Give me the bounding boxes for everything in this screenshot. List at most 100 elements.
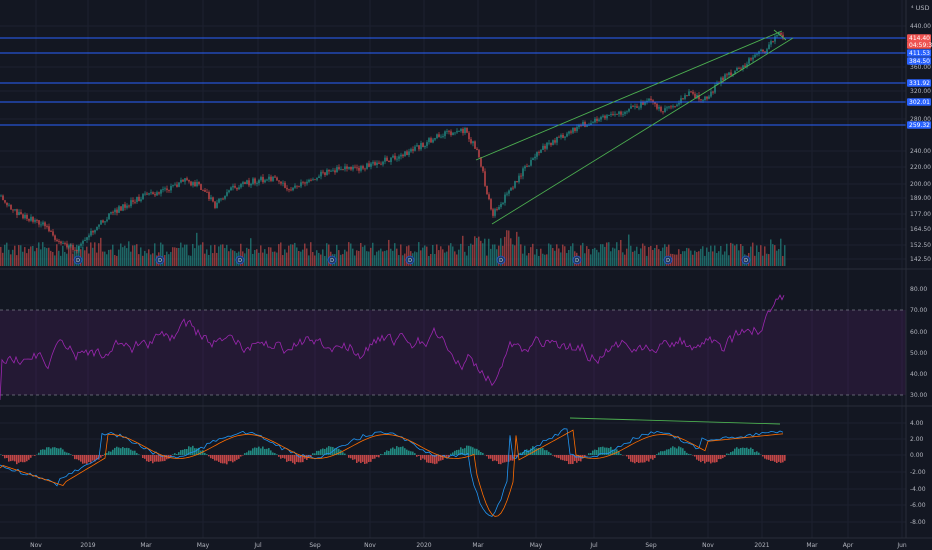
channel-upper-line[interactable] [475,30,783,161]
candle-body [352,166,354,170]
volume-bar [88,253,90,266]
candle-body [46,226,48,227]
price-tag-label: 414.40 [909,35,930,42]
candle-body [348,166,350,169]
volume-bar [214,244,216,266]
candle-body [766,49,768,53]
candle-body [720,77,722,84]
dividend-marker[interactable]: D [496,255,506,265]
dividend-marker[interactable]: D [73,255,83,265]
rsi-pane[interactable] [0,294,906,401]
volume-bar [492,244,494,266]
candle-body [270,176,272,181]
macd-histogram-bar [676,448,678,455]
macd-trend-line[interactable] [569,417,781,425]
dividend-marker[interactable]: D [235,255,245,265]
rising-wedge-channel[interactable] [475,29,794,225]
volume-bar [728,255,730,266]
dividend-marker[interactable]: D [405,255,415,265]
price-axis-tick-label: 220.00 [910,164,931,171]
macd-histogram-bar [526,449,528,455]
volume-bar [506,230,508,266]
time-axis-label: May [197,542,210,549]
rsi-axis[interactable]: 80.00 70.00 60.00 50.00 40.00 30.00 [910,286,927,399]
volume-bar [634,250,636,266]
candle-body [622,113,624,115]
candle-body [592,122,594,124]
macd-histogram-bar [380,453,382,455]
candle-body [70,245,72,246]
macd-histogram-bar [362,455,364,462]
volume-bar [346,251,348,266]
macd-histogram-bar [372,455,374,459]
dividend-marker[interactable]: D [327,255,337,265]
dividend-marker[interactable]: D [155,255,165,265]
volume-bar [512,244,514,266]
volume-bar [396,248,398,266]
candle-body [522,168,524,177]
candle-body [244,182,246,185]
candle-body [770,41,772,45]
time-axis[interactable]: Nov 2019 Mar May Jul Sep Nov 2020 Mar May Jul Sep No… [30,542,907,549]
macd-axis[interactable]: 4.00 2.00 0.00 -2.00 -4.00 -6.00 -8.00 [910,420,926,526]
macd-histogram-bar [612,449,614,455]
macd-histogram-bar [530,448,532,455]
price-axis[interactable]: 440.00 360.00 320.00 280.00 240.00 220.00 200.… [910,23,931,263]
macd-histogram-bar [390,448,392,455]
candle-body [134,201,136,203]
price-tag-label: 302.01 [909,99,930,106]
candle-body [560,134,562,138]
macd-histogram-bar [358,455,360,462]
price-pane[interactable] [0,31,786,266]
channel-lower-line[interactable] [491,37,794,225]
rsi-axis-tick-label: 40.00 [910,371,927,378]
volume-bar [706,247,708,266]
volume-bar [712,251,714,266]
macd-histogram-bar [658,452,660,455]
volume-bar [180,242,182,266]
volume-bar [752,242,754,266]
candle-body [656,103,658,109]
macd-line[interactable] [0,428,784,517]
dividend-marker[interactable]: D [663,255,673,265]
candle-body [50,231,52,232]
volume-bar [246,247,248,266]
macd-histogram-bar [84,455,86,464]
horizontal-lines[interactable] [0,37,906,126]
candle-body [492,209,494,216]
candle-body [634,106,636,108]
candle-body [494,209,496,216]
volume-bar [22,251,24,266]
channel-cap-line[interactable] [773,29,787,41]
candle-body [38,220,40,225]
volume-bar [516,231,518,266]
rsi-line[interactable] [0,294,785,401]
volume-bar [300,251,302,266]
volume-bar [736,244,738,266]
macd-histogram-bar [116,446,118,455]
macd-histogram-bar [144,455,146,459]
volume-bar [434,253,436,266]
volume-bar [18,245,20,266]
macd-histogram-bar [236,455,238,460]
candle-body [80,243,82,246]
macd-histogram-bar [198,447,200,455]
macd-histogram-bar [480,451,482,455]
dividend-marker[interactable]: D [741,255,751,265]
macd-histogram-bar [46,447,48,455]
macd-histogram-bar [536,448,538,455]
macd-histogram-bar [706,455,708,462]
macd-signal-line[interactable] [0,429,784,517]
dividend-marker[interactable]: D [572,255,582,265]
volume-bar [366,251,368,266]
candle-body [338,167,340,170]
macd-histogram-bar [294,455,296,465]
volume-bar [268,247,270,266]
macd-histogram-bar [252,448,254,455]
macd-pane[interactable] [0,417,786,517]
price-tag-label: 411.53 [909,50,930,57]
volume-bar [444,252,446,266]
